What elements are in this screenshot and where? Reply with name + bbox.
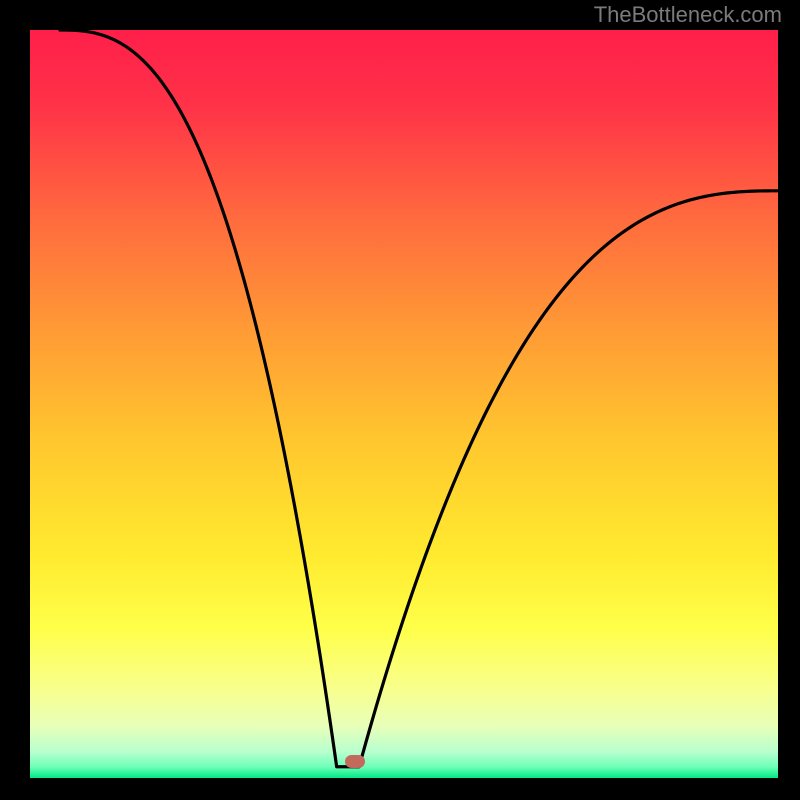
plot-area <box>30 30 778 778</box>
outer-frame <box>0 0 800 800</box>
optimum-marker <box>345 755 365 768</box>
gradient-background <box>30 30 778 778</box>
watermark-text: TheBottleneck.com <box>594 2 782 28</box>
